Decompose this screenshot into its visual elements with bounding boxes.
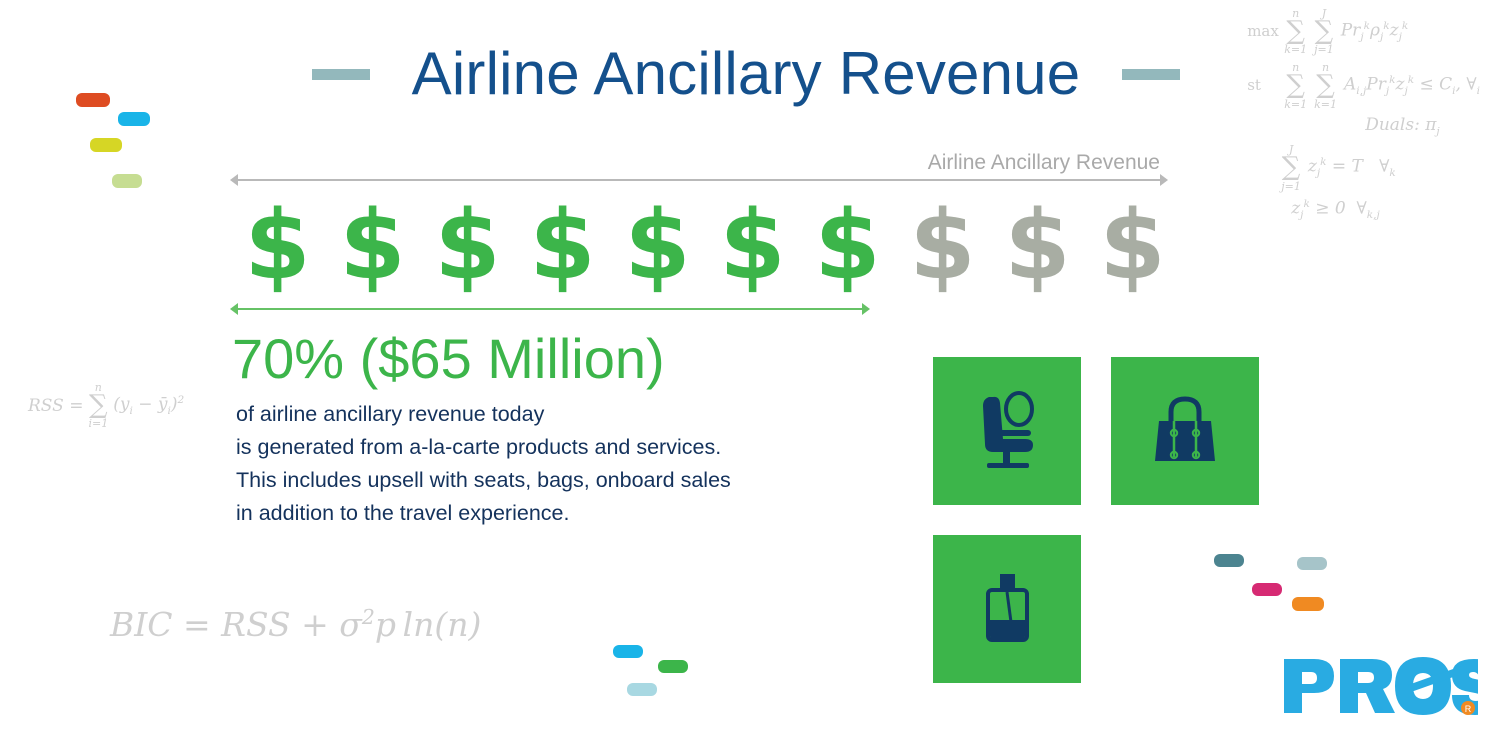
bic-formula-watermark: BIC = RSS + σ2p ln(n) [110, 605, 482, 644]
arrow-head-left-icon [230, 303, 238, 315]
chip-orange-red [76, 93, 110, 107]
arrow-head-right-icon [1160, 174, 1168, 186]
body-copy: of airline ancillary revenue today is gen… [236, 398, 876, 530]
dollar-symbol-row: $ $ $ $ $ $ $ $ $ $ [230, 196, 1180, 296]
dollar-symbol-8: $ [909, 190, 976, 301]
duals-label: Duals: πj [1365, 114, 1440, 138]
svg-text:R: R [1465, 704, 1472, 714]
title-dash-left [311, 68, 370, 80]
bag-icon [1155, 396, 1215, 461]
chip-light-blue [627, 683, 657, 696]
body-copy-line-3: This includes upsell with seats, bags, o… [236, 467, 731, 492]
rss-formula-watermark: RSS = n ∑ i=1 (yi − ȳi)2 [28, 381, 185, 431]
dollar-symbol-5: $ [624, 190, 691, 301]
optimization-formula-watermark: max n ∑ k=1 J ∑ j=1 Prjkρjkzjk st n ∑ k=1 n ∑ k=… [1247, 7, 1480, 221]
chip-magenta [1252, 583, 1282, 596]
seat-icon [983, 391, 1034, 468]
dollar-symbol-7: $ [814, 190, 881, 301]
constraint-label: st [1247, 76, 1261, 95]
body-copy-line-1: of airline ancillary revenue today [236, 402, 545, 426]
chip-light-green [112, 174, 142, 188]
chip-pale-blue [1297, 557, 1327, 570]
dollar-symbol-9: $ [1004, 190, 1071, 301]
dollar-symbol-4: $ [529, 190, 596, 301]
total-range-arrow [230, 174, 1168, 186]
title-dash-right [1122, 68, 1181, 80]
chip-cyan [118, 112, 150, 126]
chip-teal [1214, 554, 1244, 567]
dollar-symbol-2: $ [339, 190, 406, 301]
chip-cyan [613, 645, 643, 658]
page-title: Airline Ancillary Revenue [411, 40, 1081, 107]
body-copy-line-2: is generated from a-la-carte products an… [236, 434, 722, 459]
dollar-symbol-3: $ [434, 190, 501, 301]
title-block: Airline Ancillary Revenue [0, 44, 1492, 104]
chip-orange [1292, 597, 1324, 611]
arrow-head-left-icon [230, 174, 238, 186]
tile-seats [933, 357, 1081, 505]
pros-logo: R [1282, 655, 1492, 717]
chip-yellow [90, 138, 122, 152]
pros-logo-mark: R [1284, 657, 1492, 715]
registered-trademark-icon [1461, 701, 1475, 715]
chip-green [658, 660, 688, 673]
arrow-head-right-icon [862, 303, 870, 315]
objective-label: max [1247, 21, 1279, 40]
total-axis-label: Airline Ancillary Revenue [927, 151, 1160, 174]
dollar-symbol-1: $ [244, 190, 311, 301]
body-copy-line-4: in addition to the travel experience. [236, 500, 570, 525]
tile-bags [1111, 357, 1259, 505]
tile-onboard-sales [933, 535, 1081, 683]
stat-headline: 70% ($65 Million) [232, 327, 665, 390]
duty-free-icon [986, 574, 1029, 642]
dollar-symbol-10: $ [1099, 190, 1166, 301]
dollar-symbol-6: $ [719, 190, 786, 301]
highlight-range-arrow [230, 303, 870, 315]
